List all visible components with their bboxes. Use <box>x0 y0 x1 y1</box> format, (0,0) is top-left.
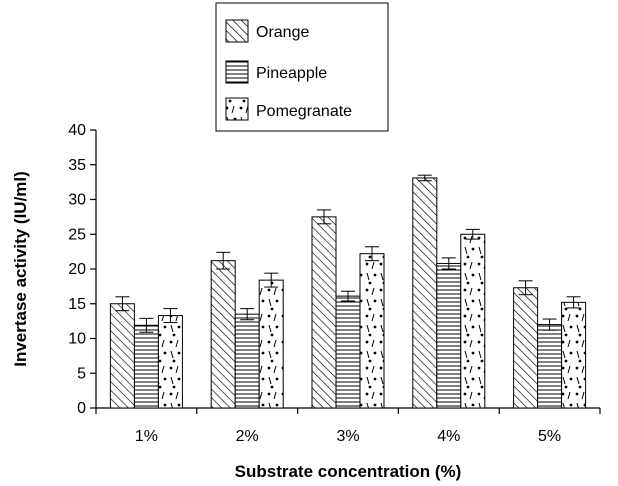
error-bar-pineapple <box>542 318 557 331</box>
error-bar-pineapple <box>240 308 255 321</box>
bar-pomegranate <box>157 315 183 409</box>
bar-pineapple <box>234 313 260 409</box>
error-bar-pineapple <box>341 290 355 302</box>
error-bar-pineapple <box>139 317 154 333</box>
x-tick-label: 4% <box>437 428 460 445</box>
y-tick-label: 25 <box>68 226 86 243</box>
error-bar-orange <box>518 280 533 296</box>
x-tick-label: 5% <box>538 428 561 445</box>
legend-swatch-pineapple <box>225 60 249 84</box>
y-tick-label: 15 <box>68 296 86 313</box>
bar-pomegranate <box>460 233 486 409</box>
bar-orange <box>412 177 438 409</box>
error-bar-orange <box>317 209 331 225</box>
bar-orange <box>513 287 539 409</box>
bar-pineapple <box>436 262 462 409</box>
error-bar-pomegranate <box>465 228 480 240</box>
legend-label-pineapple: Pineapple <box>256 65 327 82</box>
bar-pomegranate <box>258 279 284 409</box>
bar-pineapple <box>537 324 563 409</box>
x-axis-title: Substrate concentration (%) <box>235 462 462 481</box>
error-bar-orange <box>115 296 130 312</box>
x-tick-label: 1% <box>135 428 158 445</box>
x-tick-label: 2% <box>236 428 259 445</box>
y-tick-label: 30 <box>68 192 86 209</box>
y-tick-label: 35 <box>68 157 86 174</box>
y-tick-label: 40 <box>68 122 86 139</box>
error-bars <box>115 174 581 333</box>
legend: Orange Pineapple Pomegranate <box>215 2 389 132</box>
bar-orange <box>109 303 135 409</box>
x-tick-label: 3% <box>336 428 359 445</box>
bar-pomegranate <box>561 301 587 409</box>
error-bar-pomegranate <box>264 272 279 288</box>
error-bar-pomegranate <box>365 246 379 262</box>
error-bar-pineapple <box>441 257 456 270</box>
error-bar-pomegranate <box>163 308 178 324</box>
legend-swatch-orange <box>225 19 249 43</box>
y-tick-label: 10 <box>68 331 86 348</box>
x-ticks: 1% 2% 3% 4% 5% <box>95 408 601 445</box>
y-tick-label: 20 <box>68 261 86 278</box>
y-axis-title: Invertase activity (IU/ml) <box>11 171 30 367</box>
bar-orange <box>210 260 236 409</box>
y-ticks: 0 5 10 15 20 25 30 35 40 <box>68 122 96 417</box>
error-bar-orange <box>417 174 432 182</box>
y-tick-label: 0 <box>77 400 86 417</box>
error-bar-orange <box>216 251 231 270</box>
legend-label-orange: Orange <box>256 24 309 41</box>
legend-label-pomegranate: Pomegranate <box>256 103 352 120</box>
legend-item-pomegranate: Pomegranate <box>225 97 352 121</box>
bar-pineapple <box>133 324 159 409</box>
legend-swatch-pomegranate <box>225 97 249 121</box>
bars <box>109 177 587 409</box>
bar-pomegranate <box>359 253 385 409</box>
legend-item-pineapple: Pineapple <box>225 60 327 84</box>
bar-orange <box>311 216 337 409</box>
error-bar-pomegranate <box>566 296 581 309</box>
y-tick-label: 5 <box>77 365 86 382</box>
legend-item-orange: Orange <box>225 19 309 43</box>
bar-pineapple <box>335 295 361 409</box>
